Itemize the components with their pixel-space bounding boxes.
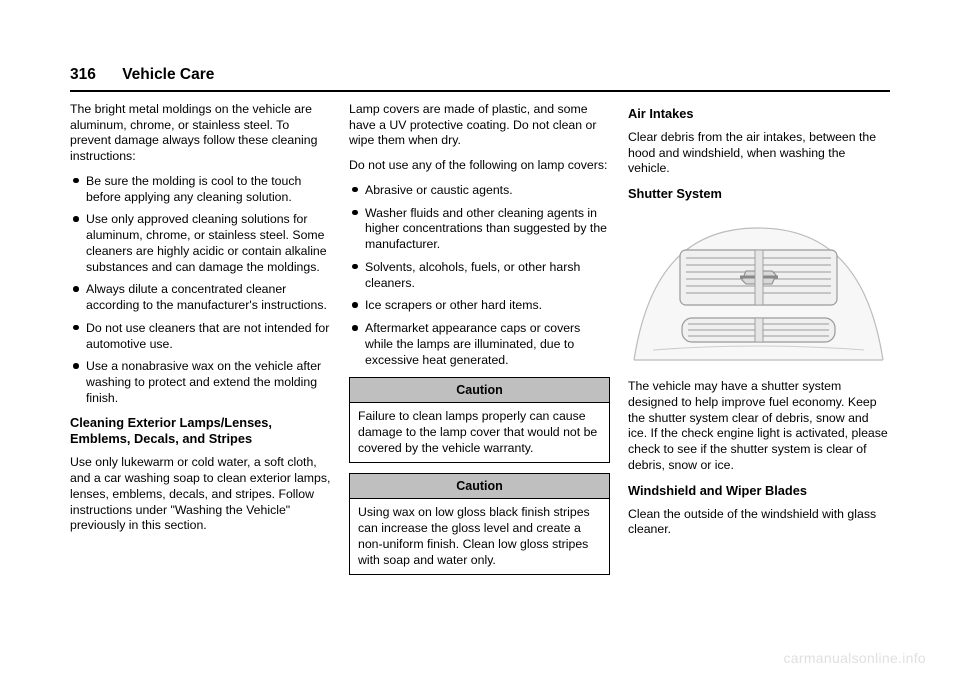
page-number: 316 xyxy=(70,66,96,84)
grille-svg xyxy=(628,210,889,365)
windshield-body: Clean the outside of the windshield with… xyxy=(628,507,889,538)
list-item: Do not use cleaners that are not intende… xyxy=(70,321,331,352)
lamp-covers-bullets: Abrasive or caustic agents. Washer fluid… xyxy=(349,183,610,368)
watermark: carmanualsonline.info xyxy=(784,650,927,666)
page-content: 316 Vehicle Care The bright metal moldin… xyxy=(70,66,890,585)
caution-body: Failure to clean lamps properly can caus… xyxy=(350,403,609,462)
caution-heading: Caution xyxy=(350,378,609,403)
list-item: Be sure the molding is cool to the touch… xyxy=(70,174,331,205)
list-item: Ice scrapers or other hard items. xyxy=(349,298,610,314)
list-item: Solvents, alcohols, fuels, or other hars… xyxy=(349,260,610,291)
air-intakes-heading: Air Intakes xyxy=(628,106,889,122)
caution-box-2: Caution Using wax on low gloss black fin… xyxy=(349,473,610,575)
column-1: The bright metal moldings on the vehicle… xyxy=(70,102,331,585)
shutter-system-heading: Shutter System xyxy=(628,186,889,202)
moldings-bullets: Be sure the molding is cool to the touch… xyxy=(70,174,331,407)
list-item: Always dilute a concentrated cleaner acc… xyxy=(70,282,331,313)
grille-image xyxy=(628,210,889,365)
list-item: Use a nonabrasive wax on the vehicle aft… xyxy=(70,359,331,406)
list-item: Aftermarket appearance caps or covers wh… xyxy=(349,321,610,368)
column-3: Air Intakes Clear debris from the air in… xyxy=(628,102,889,585)
list-item: Washer fluids and other cleaning agents … xyxy=(349,206,610,253)
page-header: 316 Vehicle Care xyxy=(70,66,890,92)
section-title: Vehicle Care xyxy=(122,66,214,84)
column-2: Lamp covers are made of plastic, and som… xyxy=(349,102,610,585)
caution-body: Using wax on low gloss black finish stri… xyxy=(350,499,609,574)
lamp-covers-p2: Do not use any of the following on lamp … xyxy=(349,158,610,174)
list-item: Abrasive or caustic agents. xyxy=(349,183,610,199)
caution-box-1: Caution Failure to clean lamps properly … xyxy=(349,377,610,463)
moldings-intro: The bright metal moldings on the vehicle… xyxy=(70,102,331,165)
caution-heading: Caution xyxy=(350,474,609,499)
cleaning-lamps-body: Use only lukewarm or cold water, a soft … xyxy=(70,455,331,534)
windshield-heading: Windshield and Wiper Blades xyxy=(628,483,889,499)
air-intakes-body: Clear debris from the air intakes, betwe… xyxy=(628,130,889,177)
list-item: Use only approved cleaning solutions for… xyxy=(70,212,331,275)
cleaning-lamps-heading: Cleaning Exterior Lamps/Lenses, Emblems,… xyxy=(70,415,331,447)
shutter-system-body: The vehicle may have a shutter system de… xyxy=(628,379,889,473)
columns: The bright metal moldings on the vehicle… xyxy=(70,102,890,585)
lamp-covers-p1: Lamp covers are made of plastic, and som… xyxy=(349,102,610,149)
